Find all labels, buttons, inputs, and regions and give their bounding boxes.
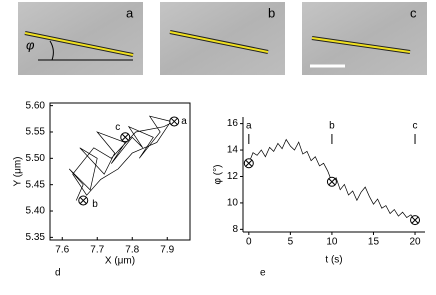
trace: [68, 115, 175, 201]
y-tick-label: 5.40: [26, 206, 46, 217]
marker-cross: [411, 216, 419, 224]
y-tick-label: 10: [227, 198, 239, 209]
plot-frame: [49, 102, 191, 241]
x-tick-label: 7.9: [160, 245, 174, 256]
y-tick-label: 5.50: [26, 153, 46, 164]
marker-cross: [121, 133, 129, 141]
y-axis-label: Y (μm): [13, 156, 24, 186]
image-c: c: [302, 2, 427, 75]
panel-label: e: [260, 268, 266, 279]
image-label: b: [268, 5, 275, 20]
y-tick-label: 5.60: [26, 100, 46, 111]
top-label: b: [329, 121, 335, 132]
marker-cross: [79, 197, 87, 204]
marker-cross: [170, 118, 178, 125]
x-axis-label: t (s): [325, 255, 342, 266]
y-tick-label: 8: [232, 224, 238, 235]
y-tick-label: 12: [227, 171, 239, 182]
y-tick-label: 16: [227, 118, 239, 129]
marker-label: a: [181, 116, 187, 127]
x-tick-label: 7.7: [90, 245, 104, 256]
x-tick-label: 20: [409, 237, 421, 248]
x-tick-label: 15: [368, 237, 380, 248]
y-axis-label: φ (°): [213, 165, 224, 185]
angle-symbol: φ: [26, 37, 35, 52]
image-a: a φ: [18, 2, 143, 75]
marker-cross: [245, 159, 253, 167]
marker-label: b: [92, 199, 98, 210]
marker-cross: [328, 178, 336, 186]
y-tick-label: 5.35: [26, 232, 46, 243]
x-axis-label: X (μm): [105, 256, 135, 267]
y-tick-label: 14: [227, 145, 239, 156]
marker-label: c: [115, 122, 120, 133]
image-b: b: [160, 2, 285, 75]
y-tick-label: 5.55: [26, 127, 46, 138]
x-tick-label: 0: [246, 237, 252, 248]
panel-label: d: [55, 268, 61, 279]
x-tick-label: 7.8: [125, 245, 139, 256]
x-tick-label: 10: [326, 237, 338, 248]
image-label: c: [410, 5, 417, 20]
top-label: a: [246, 121, 252, 132]
y-tick-label: 5.45: [26, 179, 46, 190]
x-tick-label: 7.6: [55, 245, 69, 256]
top-label: c: [413, 121, 418, 132]
image-label: a: [126, 5, 134, 20]
x-tick-label: 5: [288, 237, 294, 248]
